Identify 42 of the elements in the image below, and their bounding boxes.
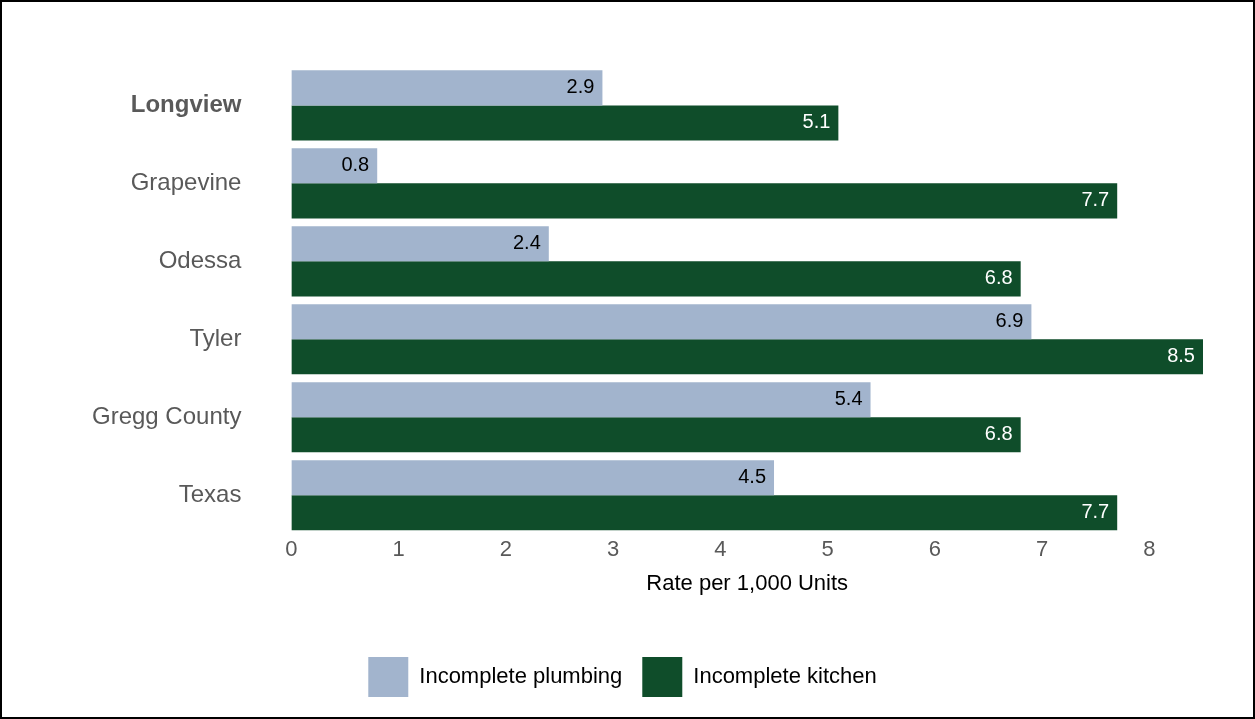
y-tick-label: Tyler — [189, 323, 242, 351]
x-tick-label: 7 — [1036, 536, 1049, 562]
x-tick-label: 4 — [714, 536, 727, 562]
data-label: 7.7 — [1081, 188, 1110, 211]
data-label: 6.9 — [995, 309, 1024, 332]
bar — [291, 460, 775, 496]
data-label: 6.8 — [984, 266, 1013, 289]
legend-label: Incomplete plumbing — [419, 663, 623, 689]
data-label: 7.7 — [1081, 500, 1110, 523]
y-tick-label: Gregg County — [91, 401, 242, 429]
x-tick-label: 0 — [285, 536, 298, 562]
x-tick-label: 6 — [928, 536, 942, 562]
data-label: 5.4 — [834, 387, 863, 410]
data-label: 2.9 — [566, 75, 595, 98]
data-label: 6.8 — [984, 422, 1013, 445]
bar — [291, 382, 871, 418]
bar — [291, 148, 378, 184]
y-tick-label: Texas — [178, 479, 242, 507]
data-label: 4.5 — [738, 465, 767, 488]
data-label: 0.8 — [341, 153, 370, 176]
data-label: 2.4 — [512, 231, 541, 254]
bar — [291, 226, 549, 262]
x-axis-title: Rate per 1,000 Units — [646, 569, 849, 595]
x-tick-label: 8 — [1143, 536, 1156, 562]
x-tick-label: 2 — [499, 536, 513, 562]
y-tick-label: Grapevine — [130, 167, 242, 195]
data-label: 5.1 — [802, 110, 831, 133]
bar — [291, 70, 603, 106]
bar — [291, 339, 1203, 375]
bar — [291, 105, 839, 141]
legend-label: Incomplete kitchen — [693, 663, 877, 689]
x-tick-label: 3 — [607, 536, 620, 562]
y-tick-label: Odessa — [158, 245, 243, 273]
bar — [291, 417, 1021, 453]
bar — [291, 261, 1021, 297]
x-tick-label: 1 — [392, 536, 405, 562]
bar — [291, 304, 1032, 340]
y-tick-label: Longview — [130, 90, 242, 118]
x-tick-label: 5 — [821, 536, 834, 562]
bar — [291, 495, 1118, 531]
bar — [291, 183, 1118, 219]
data-label: 8.5 — [1167, 344, 1195, 367]
